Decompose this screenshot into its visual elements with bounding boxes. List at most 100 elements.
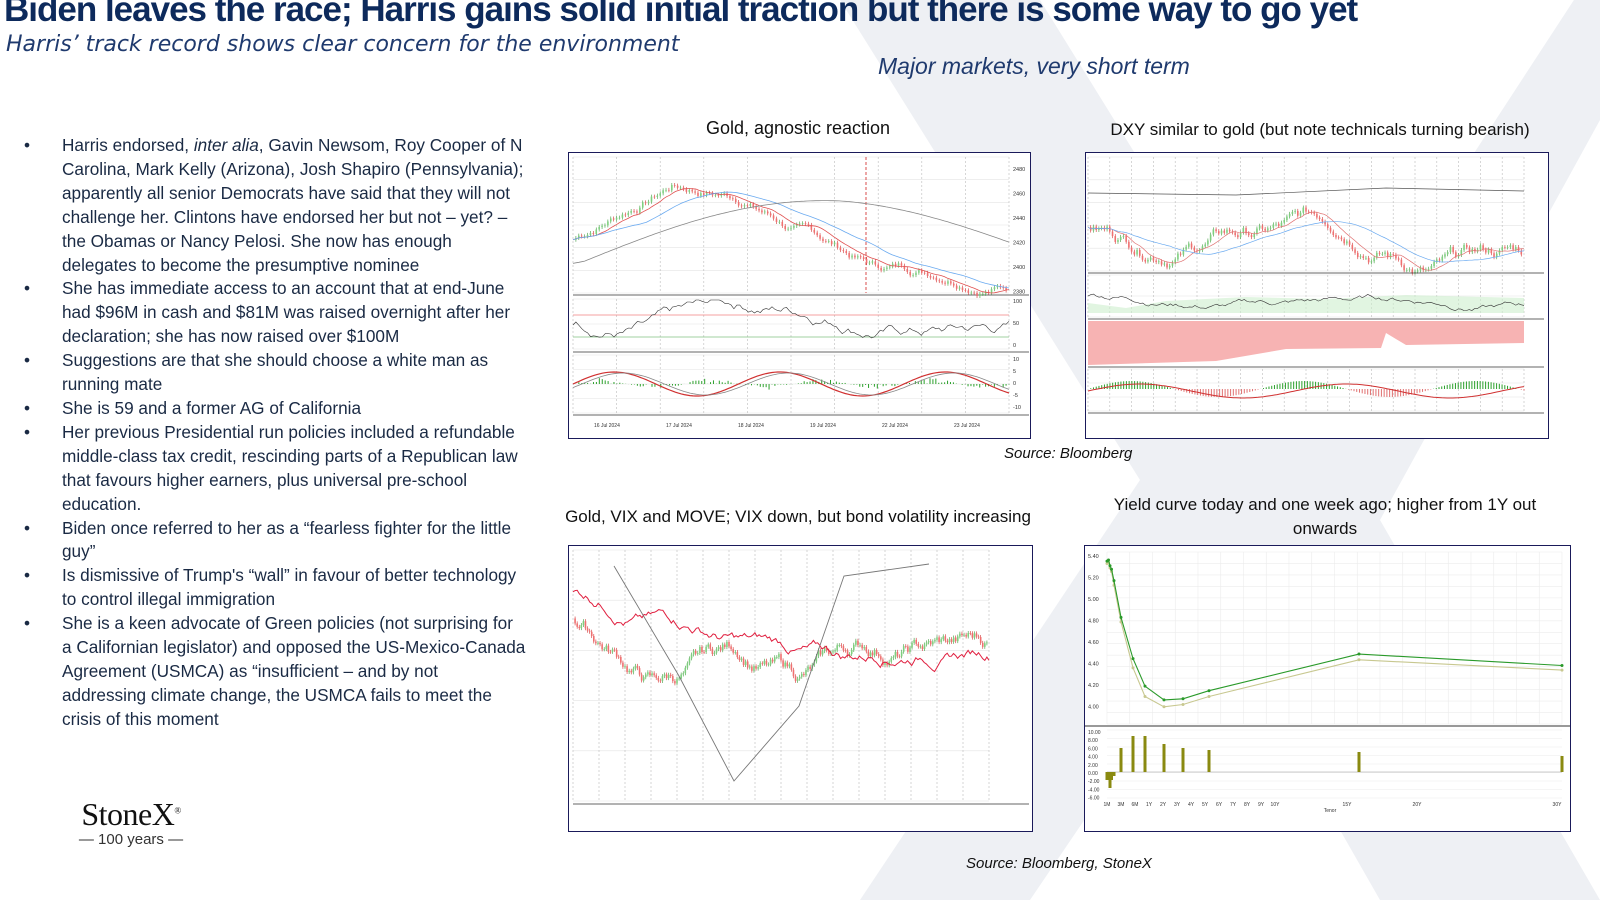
dxy-candle [1392,253,1394,255]
dxy-candle [1283,220,1285,223]
yield-point [1207,689,1211,693]
dxy-candle [1384,252,1386,254]
vix-gold-candle [921,646,924,649]
vix-gold-candle [665,674,668,679]
vix-gold-candle [728,641,730,647]
dxy-candle [1242,227,1245,233]
bullet-item: Biden once referred to her as a “fearles… [24,517,526,565]
dxy-candle [1256,228,1258,234]
source-bottom: Source: Bloomberg, StoneX [966,855,1152,872]
gold-candle [804,223,807,225]
gold-candle [659,193,661,196]
ma-line [1087,221,1525,263]
vix-gold-candle [721,644,724,651]
gold-candle [938,280,941,282]
vix-gold-candle [907,646,909,652]
dxy-candle [1370,261,1373,263]
vix-gold-candle [801,673,803,677]
gold-candle [598,226,600,230]
vix-gold-candle [601,644,603,650]
dxy-candle [1204,244,1206,247]
yield-x-label: 8Y [1244,802,1251,808]
vix-gold-candle [759,663,761,668]
vix-gold-candle [588,630,591,632]
dxy-candle [1267,228,1269,231]
gold-candle [589,232,592,235]
dxy-candle [1098,228,1100,231]
yield-x-label: 6Y [1216,802,1223,808]
dxy-candle [1509,245,1512,248]
vix-gold-candle [929,641,932,645]
dxy-candle [1395,254,1397,259]
yield-y-tick: 5.40 [1088,554,1099,560]
dxy-candle [1346,241,1348,244]
yield-change-bar [1119,748,1123,772]
bullet-list: Harris endorsed, inter alia, Gavin Newso… [24,134,526,732]
vix-gold-candle [840,645,843,647]
gold-candle [973,292,975,294]
source-top: Source: Bloomberg [1004,445,1133,462]
dxy-candle [1193,247,1196,251]
vix-gold-candle [582,621,585,626]
gold-candle [798,223,801,225]
vix-gold-candle [844,650,847,652]
dxy-candle [1280,222,1283,226]
vix-gold-candle [790,664,793,670]
gold-candle [700,193,702,196]
yield-point [1162,705,1166,709]
gold-candle [607,221,609,226]
yield-point [1112,579,1116,583]
dxy-candle [1117,240,1119,242]
yield-change-bar [1105,772,1109,780]
vix-gold-candle [803,673,805,676]
vix-gold-candle [699,646,701,654]
gold-candle [746,205,749,207]
yield-x-label: 4Y [1188,802,1195,808]
gold-candle [639,207,641,213]
yield-point [1162,698,1166,702]
gold-candle [609,218,612,222]
dxy-candle [1414,271,1416,274]
gold-chart-title: Gold, agnostic reaction [705,118,891,138]
vix-gold-candle [909,647,911,652]
gold-candle [950,281,952,284]
vix-gold-candle [669,674,672,677]
gold-candle [601,225,603,227]
yield-change-bar [1560,756,1564,772]
vix-gold-candle [595,641,597,644]
vix-gold-candle [917,643,920,647]
vix-gold-candle [586,628,589,631]
dxy-candle [1321,218,1324,222]
gold-date-label: 19 Jul 2024 [810,423,836,429]
vix-gold-candle [574,618,576,624]
gold-candle [909,271,911,276]
dxy-candle [1264,228,1266,231]
vix-gold-candle [886,662,888,666]
gold-candle [793,225,795,228]
vix-gold-candle [896,651,899,657]
dxy-candle [1386,252,1389,258]
vix-gold-candle [900,651,903,657]
vix-gold-candle [620,656,622,663]
vix-gold-candle [740,658,743,660]
gold-candle [615,217,618,220]
gold-candle [891,263,894,267]
gold-candle [694,191,696,193]
gold-candle [703,193,705,196]
gold-candle [778,221,781,223]
yield-change-bar [1112,772,1116,776]
vix-gold-candle [744,661,747,665]
dxy-candle [1465,244,1468,248]
vix-gold-candle [780,654,782,661]
volatility-area [1088,321,1524,365]
gold-candle [921,270,923,273]
gold-candle [926,272,929,277]
gold-candle [915,272,917,276]
vix-gold-candle [713,652,716,655]
yield-x-axis-label: Tenor [1324,808,1337,814]
vix-gold-candle [755,666,757,669]
gold-candle [644,202,647,204]
yield-point [1119,615,1123,619]
gold-candle [984,291,987,294]
dxy-candle [1190,243,1193,248]
